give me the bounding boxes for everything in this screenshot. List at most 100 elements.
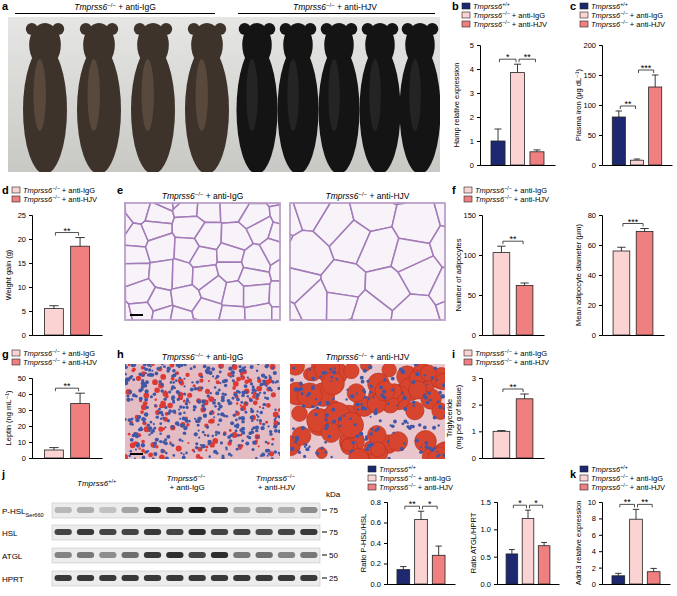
y-tick-mark bbox=[494, 502, 497, 503]
nucleus bbox=[179, 405, 182, 408]
nucleus bbox=[204, 434, 206, 436]
error-stem bbox=[653, 568, 654, 571]
nucleus bbox=[382, 389, 386, 393]
band-subscript: Ser660 bbox=[26, 512, 44, 518]
lipid-droplet bbox=[266, 403, 271, 408]
blot-band bbox=[256, 552, 273, 558]
lipid-droplet bbox=[204, 434, 206, 436]
blot-band bbox=[99, 507, 116, 513]
lipid-droplet bbox=[297, 383, 322, 408]
y-tick-label: 0.5 bbox=[481, 553, 491, 562]
bar bbox=[647, 572, 660, 584]
nucleus bbox=[125, 381, 128, 385]
marker-tick bbox=[322, 578, 327, 579]
y-tick: 10 bbox=[18, 438, 32, 447]
nucleus bbox=[426, 401, 430, 405]
band-name: HPRT bbox=[2, 575, 24, 584]
error-bar bbox=[49, 448, 58, 450]
nucleus bbox=[220, 441, 223, 444]
nucleus bbox=[152, 457, 155, 459]
nucleus bbox=[290, 378, 294, 382]
legend-swatch bbox=[12, 187, 20, 193]
y-tick-label: 20 bbox=[588, 301, 596, 310]
legend-swatch bbox=[12, 350, 20, 356]
nucleus bbox=[211, 435, 214, 438]
mouse-head bbox=[324, 23, 354, 67]
error-bar bbox=[541, 542, 547, 545]
y-tick-mark bbox=[479, 215, 482, 216]
nucleus bbox=[319, 401, 322, 404]
y-tick-label: 1.0 bbox=[481, 525, 491, 534]
nucleus bbox=[160, 417, 162, 419]
blot-band bbox=[189, 552, 206, 558]
band-label: ATGL bbox=[2, 552, 23, 561]
nucleus bbox=[262, 403, 265, 406]
nucleus bbox=[148, 430, 150, 432]
error-cap bbox=[633, 509, 639, 510]
nucleus bbox=[362, 389, 365, 392]
y-tick-mark bbox=[29, 378, 32, 379]
blot-band bbox=[278, 529, 295, 535]
nucleus bbox=[336, 378, 339, 381]
lipid-droplet bbox=[420, 365, 436, 381]
nucleus bbox=[130, 375, 133, 378]
lipid-droplet bbox=[179, 381, 184, 386]
y-tick-label: 20 bbox=[18, 422, 26, 431]
nucleus bbox=[176, 390, 180, 394]
gene-name: Tmprss6 bbox=[379, 474, 409, 483]
nucleus bbox=[369, 432, 372, 435]
error-stem bbox=[421, 511, 422, 519]
nucleus bbox=[193, 450, 195, 452]
error-stem bbox=[501, 246, 502, 252]
y-tick-mark bbox=[479, 458, 482, 459]
nucleus bbox=[268, 453, 270, 455]
genotype: −/− bbox=[198, 473, 206, 479]
error-bar bbox=[640, 229, 648, 232]
y-tick-label: 0.0 bbox=[481, 580, 491, 589]
nucleus bbox=[233, 413, 237, 417]
error-stem bbox=[80, 393, 81, 403]
error-bar bbox=[497, 246, 505, 252]
nucleus bbox=[260, 426, 264, 430]
significance-label: ** bbox=[63, 226, 71, 236]
blot-band bbox=[99, 575, 116, 581]
bar bbox=[530, 152, 544, 165]
blot-band bbox=[256, 507, 273, 513]
error-cap bbox=[634, 159, 641, 160]
nucleus bbox=[309, 368, 312, 371]
lipid-droplet bbox=[155, 399, 157, 401]
nucleus bbox=[185, 402, 188, 405]
mouse-sheen bbox=[328, 59, 339, 131]
nucleus bbox=[168, 409, 172, 413]
lipid-droplet bbox=[272, 438, 275, 441]
group-label: Tmprss6−/− + anti-IgG bbox=[166, 473, 205, 492]
blot-band bbox=[278, 575, 295, 581]
nucleus bbox=[357, 408, 359, 410]
nucleus bbox=[438, 405, 442, 409]
lipid-droplet bbox=[142, 421, 146, 425]
error-bar bbox=[652, 75, 659, 87]
nucleus bbox=[216, 375, 219, 378]
legend-swatch bbox=[368, 475, 376, 481]
nucleus bbox=[244, 366, 246, 368]
blot-band bbox=[166, 507, 183, 513]
marker-label: 25 bbox=[329, 574, 338, 583]
plot-marks bbox=[491, 64, 544, 165]
y-tick-mark bbox=[384, 564, 387, 565]
y-tick-mark bbox=[384, 523, 387, 524]
bar bbox=[612, 576, 625, 584]
nucleus bbox=[163, 365, 166, 368]
treatment: + anti-HJV bbox=[255, 483, 295, 492]
lipid-droplet bbox=[241, 405, 247, 411]
error-bar bbox=[418, 511, 424, 519]
nucleus bbox=[273, 450, 277, 454]
nucleus bbox=[177, 398, 180, 401]
adipocyte bbox=[436, 301, 445, 320]
nucleus bbox=[259, 392, 261, 394]
error-cap bbox=[525, 510, 531, 511]
nucleus bbox=[166, 370, 169, 373]
y-tick-mark bbox=[29, 263, 32, 264]
legend: Tmprss6+/+Tmprss6−/− + anti-IgGTmprss6−/… bbox=[580, 464, 665, 492]
y-tick-label: 4 bbox=[592, 547, 596, 556]
legend-label: Tmprss6−/− + anti-HJV bbox=[475, 357, 549, 367]
